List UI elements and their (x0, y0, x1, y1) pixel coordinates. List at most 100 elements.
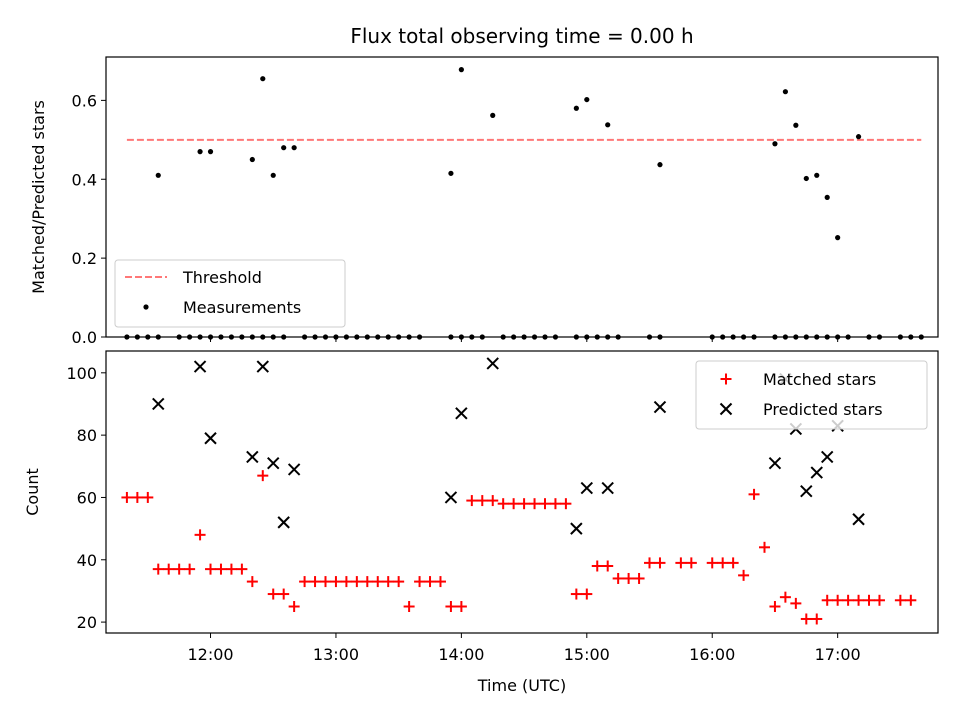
measurement-point (793, 122, 799, 128)
ratio-plot-panel: 0.0 0.2 0.4 0.6 Matched/Predicted stars Thr… (29, 56, 939, 347)
predicted-star-point (455, 407, 468, 420)
count-y-tick-label: 40 (77, 551, 97, 570)
matched-star-point (246, 576, 258, 588)
matched-star-point (769, 601, 781, 613)
matched-star-point (184, 563, 196, 575)
measurement-point (803, 175, 809, 182)
count-plot-y-axis-label: Count (23, 468, 42, 516)
measurement-point (814, 172, 820, 178)
measurement-point (260, 76, 266, 82)
predicted-star-point-b (277, 516, 290, 529)
predicted-star-point (277, 516, 290, 529)
measurement-point (281, 145, 287, 151)
predicted-star-point (580, 481, 594, 495)
predicted-star-point-b (152, 397, 165, 411)
x-tick-label: 13:00 (313, 645, 359, 664)
predicted-star-point (768, 456, 782, 470)
measurement-point (772, 141, 778, 147)
measurement-point (584, 96, 590, 103)
predicted-star-point-b (580, 481, 594, 495)
matched-star-point (445, 601, 457, 613)
matched-star-point (706, 557, 718, 569)
matched-star-point (623, 572, 635, 584)
measurement-point (855, 134, 862, 140)
count-plot-legend: Matched stars Predicted stars (695, 360, 928, 430)
predicted-star-point (267, 456, 280, 470)
measurements-legend-label: Measurements (183, 298, 301, 317)
matched-star-point (539, 498, 551, 510)
matched-star-point (403, 601, 415, 613)
ratio-y-tick-label: 0.6 (72, 91, 97, 110)
predicted-star-point (152, 397, 165, 411)
predicted-star-point (601, 481, 614, 495)
matched-star-point (205, 563, 217, 575)
matched-star-point (131, 491, 143, 503)
count-y-tick-label: 20 (77, 613, 97, 632)
matched-star-point (821, 594, 833, 606)
matched-star-point (278, 588, 290, 600)
count-y-tick-label: 80 (77, 426, 97, 445)
predicted-star-point-b (570, 522, 583, 535)
predicted-star-point (810, 466, 823, 479)
measurement-point (458, 67, 464, 73)
predicted-star-point-b (444, 491, 458, 504)
predicted-star-point (204, 432, 217, 445)
matched-star-point (633, 572, 645, 584)
predicted-star-point-b (653, 400, 667, 414)
matched-star-point (800, 613, 812, 625)
x-tick-label: 15:00 (564, 645, 610, 664)
matched-star-point (549, 498, 561, 510)
predicted-star-point-b (204, 432, 217, 445)
x-axis-label: Time (UTC) (477, 676, 566, 695)
matched-star-point (508, 498, 520, 510)
measurement-point (448, 170, 454, 176)
matched-star-point (225, 563, 237, 575)
predicted-star-point (486, 357, 499, 370)
matched-star-point (299, 576, 311, 588)
matched-star-point (497, 498, 509, 510)
matched-star-point (758, 541, 770, 553)
matched-star-point (455, 601, 467, 613)
matched-star-point (873, 594, 885, 606)
matched-star-point (215, 563, 227, 575)
predicted-star-point (852, 513, 865, 526)
matched-star-point (142, 491, 154, 503)
predicted-star-point-b (287, 463, 301, 476)
predicted-star-point (653, 400, 667, 414)
matched-star-point (351, 576, 363, 588)
matched-star-point (372, 576, 384, 588)
measurement-point (824, 194, 830, 200)
matched-star-point (288, 601, 300, 613)
predicted-star-point (570, 522, 583, 535)
matched-star-point (602, 560, 614, 572)
predicted-stars-legend-swatch (719, 402, 733, 416)
x-tick-label: 12:00 (187, 645, 233, 664)
predicted-star-point (820, 450, 834, 464)
predicted-star-point-b (455, 407, 468, 420)
predicted-stars-legend-marker-b (719, 402, 733, 416)
matched-star-point (194, 529, 206, 541)
ratio-y-tick-label: 0.4 (72, 170, 97, 189)
chart-title: Flux total observing time = 0.00 h (350, 24, 693, 48)
matched-star-point (717, 557, 729, 569)
measurement-point (155, 172, 161, 178)
matched-star-point (581, 588, 593, 600)
matched-star-point (476, 495, 488, 507)
predicted-star-point-b (193, 360, 207, 373)
matched-stars-legend-label: Matched stars (763, 370, 876, 389)
measurement-point (657, 162, 663, 168)
measurement-point (249, 156, 255, 163)
predicted-stars-legend-marker (719, 402, 733, 416)
matched-star-point (173, 563, 185, 575)
measurement-point (605, 122, 611, 128)
measurement-point (291, 145, 297, 151)
matched-star-point (863, 594, 875, 606)
count-y-tick-label: 100 (66, 364, 97, 383)
predicted-star-point-b (256, 360, 269, 373)
predicted-star-point-b (267, 456, 280, 470)
matched-star-point (424, 576, 436, 588)
matched-star-point (414, 576, 426, 588)
matched-star-point (487, 495, 499, 507)
measurement-point (207, 149, 214, 155)
x-tick-label: 14:00 (438, 645, 484, 664)
